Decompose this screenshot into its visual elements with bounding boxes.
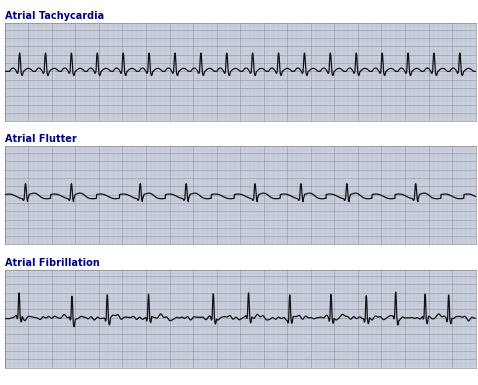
Text: Atrial Fibrillation: Atrial Fibrillation	[5, 258, 99, 268]
Text: Atrial Flutter: Atrial Flutter	[5, 134, 76, 144]
Text: Atrial Tachycardia: Atrial Tachycardia	[5, 11, 104, 21]
